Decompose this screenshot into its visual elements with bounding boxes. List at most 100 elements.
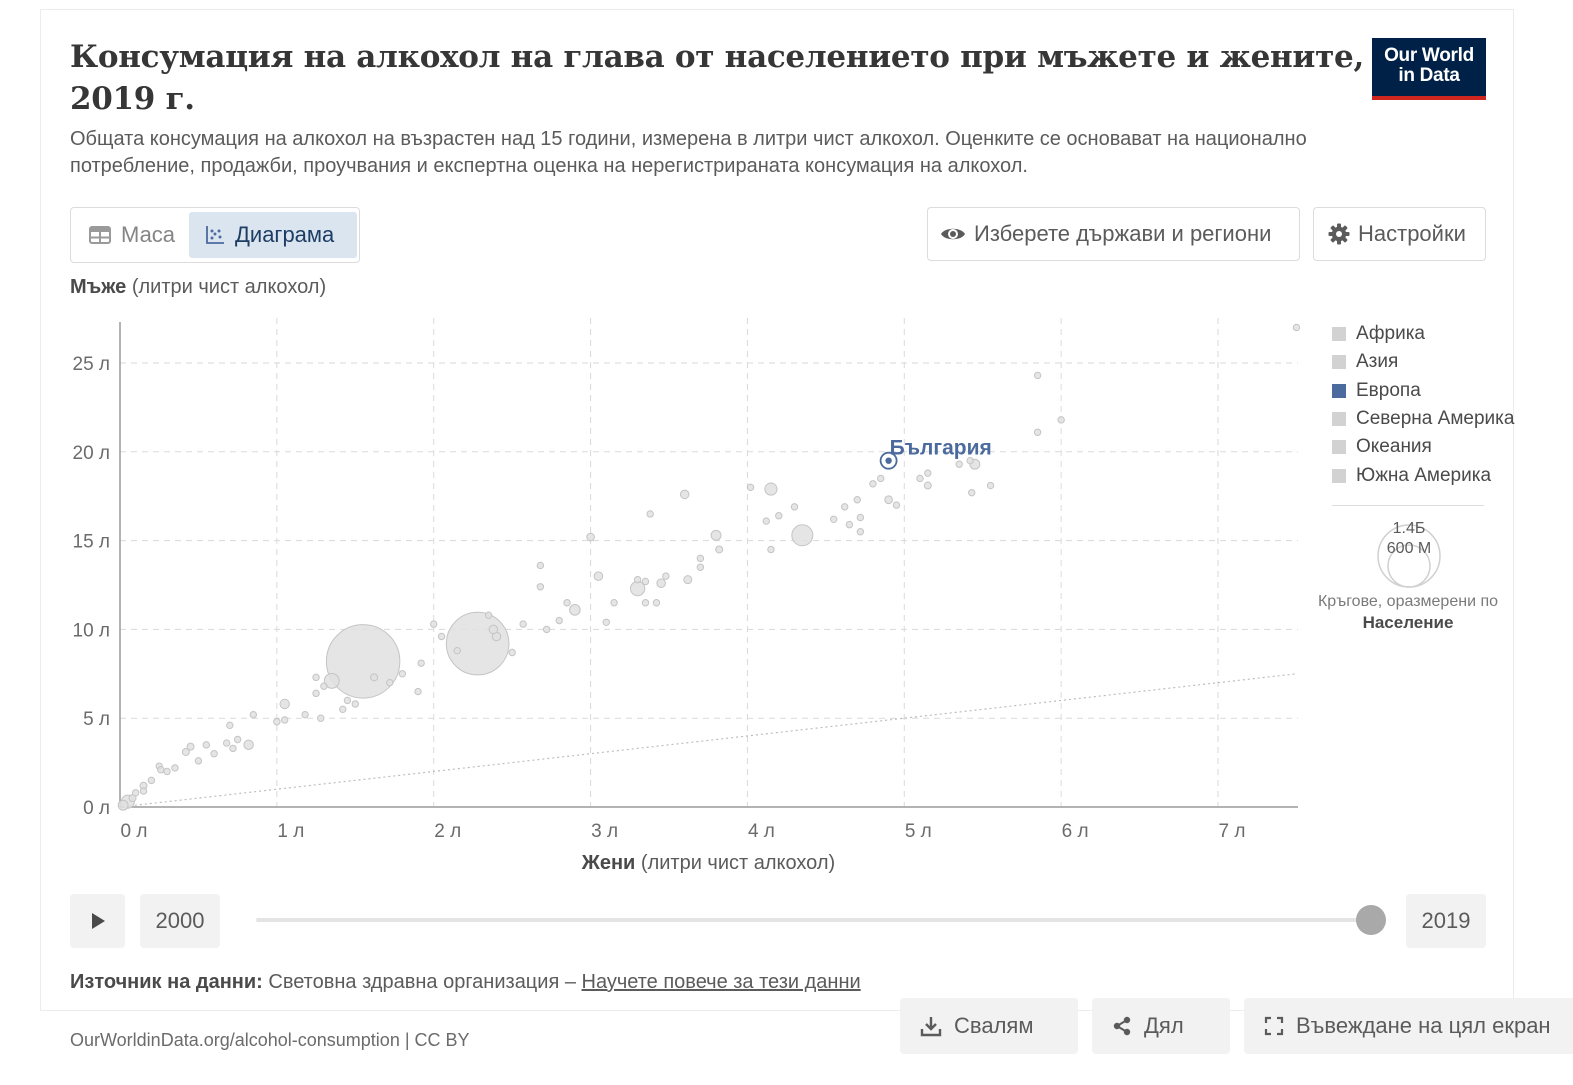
data-point[interactable] [222,739,231,747]
data-point[interactable] [414,687,422,696]
timeline-start-year[interactable]: 2000 [140,894,220,948]
data-point[interactable] [163,767,171,776]
data-point[interactable] [243,739,254,751]
source-url[interactable]: OurWorldinData.org/alcohol-consumption |… [70,1030,470,1050]
data-point[interactable] [323,672,340,689]
data-point[interactable] [767,545,775,554]
data-point[interactable] [249,710,258,719]
data-point[interactable] [790,503,799,511]
data-point[interactable] [445,611,510,676]
download-button[interactable]: Свалям [900,998,1078,1054]
data-point[interactable] [370,673,379,682]
share-button[interactable]: Дял [1092,998,1230,1054]
data-point[interactable] [417,659,425,667]
data-point[interactable] [563,599,571,607]
data-point[interactable] [884,495,893,505]
learn-more-link[interactable]: Научете повече за тези данни [581,971,861,993]
data-point[interactable] [273,718,281,726]
tab-table[interactable]: Маса [75,212,189,258]
data-point[interactable] [508,648,516,657]
data-point[interactable] [1057,416,1065,424]
data-point[interactable] [646,510,654,518]
data-point[interactable] [519,620,527,628]
data-point[interactable] [593,571,604,581]
timeline-slider-track[interactable] [256,918,1372,922]
data-point[interactable] [968,488,976,497]
data-point[interactable] [746,483,755,492]
data-point[interactable] [181,747,190,756]
data-point[interactable] [1292,323,1301,332]
data-point[interactable] [202,741,210,749]
legend-item[interactable]: Азия [1332,348,1522,376]
data-point[interactable] [853,496,861,504]
select-countries-button[interactable]: Изберете държави и региони [927,207,1300,261]
data-point[interactable] [301,710,309,719]
data-point[interactable] [339,705,347,714]
data-point[interactable] [488,624,499,635]
owid-logo[interactable]: Our World in Data [1372,38,1486,100]
data-point[interactable] [764,482,778,496]
data-point[interactable] [542,625,551,634]
data-point[interactable] [845,520,854,529]
data-point[interactable] [139,787,148,795]
data-point[interactable] [923,481,932,490]
data-point[interactable] [955,460,963,468]
data-point[interactable] [279,698,290,710]
data-point[interactable] [683,575,693,585]
timeline-slider-handle[interactable] [1356,905,1386,935]
data-point[interactable] [1033,428,1042,436]
data-point[interactable] [555,616,563,625]
data-point[interactable] [924,469,932,477]
data-point[interactable] [856,528,865,536]
data-point[interactable] [679,489,690,500]
data-point[interactable] [696,554,705,563]
data-point[interactable] [281,716,289,724]
legend-item[interactable]: Африка [1332,320,1522,348]
data-point[interactable] [194,757,203,765]
data-point[interactable] [398,670,407,678]
data-point[interactable] [233,735,242,744]
data-point[interactable] [186,742,195,751]
data-point[interactable] [226,721,234,730]
data-point[interactable] [147,776,156,785]
data-point[interactable] [131,789,140,797]
data-point[interactable] [966,456,974,465]
data-point[interactable] [602,618,610,626]
data-point[interactable] [351,700,359,708]
data-point[interactable] [916,474,924,483]
data-point[interactable] [117,799,129,811]
data-point[interactable] [569,604,581,616]
data-point[interactable] [641,577,650,586]
data-point[interactable] [171,764,179,772]
data-point[interactable] [877,474,885,483]
data-point[interactable] [652,599,661,607]
data-point[interactable] [453,647,461,655]
data-point[interactable] [317,714,325,722]
timeline-end-year[interactable]: 2019 [1406,894,1486,948]
data-point[interactable] [830,515,838,523]
legend-item[interactable]: Европа [1332,377,1522,405]
data-point[interactable] [710,529,722,541]
play-button[interactable] [70,894,125,948]
data-point[interactable] [610,599,618,607]
data-point[interactable] [386,678,394,687]
data-point[interactable] [656,578,666,589]
data-point[interactable] [484,611,493,619]
data-point[interactable] [586,532,595,542]
data-point[interactable] [840,503,849,511]
data-point[interactable] [892,501,901,509]
data-point[interactable] [437,632,446,641]
data-point[interactable] [1033,371,1042,380]
data-point[interactable] [633,575,642,584]
legend-item[interactable]: Северна Америка [1332,405,1522,433]
data-point[interactable] [312,673,320,682]
fullscreen-button[interactable]: Въвеждане на цял екран [1244,998,1573,1054]
tab-chart[interactable]: Диаграма [189,212,357,258]
data-point[interactable] [320,682,328,690]
data-point[interactable] [696,563,705,571]
settings-button[interactable]: Настройки [1313,207,1486,261]
data-point[interactable] [715,545,724,554]
legend-item[interactable]: Океания [1332,433,1522,461]
data-point[interactable] [856,513,865,522]
data-point[interactable] [641,599,650,607]
